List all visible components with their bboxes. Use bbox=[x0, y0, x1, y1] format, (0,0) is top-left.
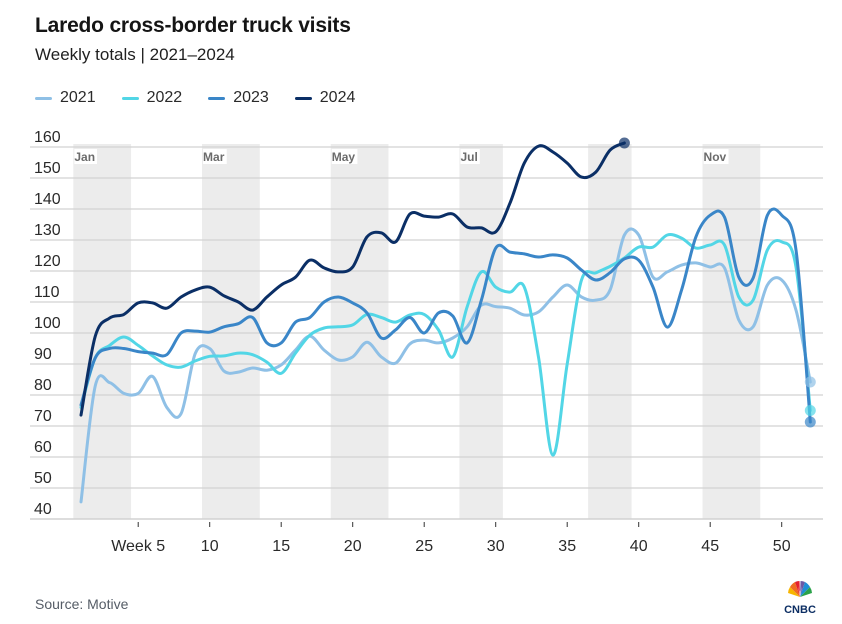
end-marker-2024[interactable] bbox=[618, 137, 630, 149]
month-band bbox=[459, 144, 503, 519]
month-band bbox=[588, 144, 632, 519]
legend-item-2023[interactable]: 2023 bbox=[208, 89, 269, 107]
x-tick-label: 50 bbox=[773, 538, 791, 555]
cnbc-logo: CNBC bbox=[780, 576, 820, 616]
x-tick-label: 35 bbox=[558, 538, 576, 555]
month-label-bg bbox=[331, 149, 358, 164]
x-tick-label: 15 bbox=[272, 538, 290, 555]
legend-swatch-2023 bbox=[208, 96, 226, 100]
month-label: Nov bbox=[704, 150, 727, 164]
series-lines bbox=[79, 141, 812, 504]
legend-label-2024: 2024 bbox=[319, 89, 356, 106]
end-marker-2022[interactable] bbox=[804, 405, 816, 416]
x-tick-label: Week 5 bbox=[111, 538, 165, 555]
cnbc-wordmark: CNBC bbox=[784, 604, 816, 616]
legend-item-2024[interactable]: 2024 bbox=[294, 89, 356, 107]
series-line-2022[interactable] bbox=[79, 233, 812, 457]
x-tick-label: 40 bbox=[630, 538, 648, 555]
month-label-bg bbox=[74, 149, 98, 164]
y-tick-label: 90 bbox=[34, 346, 52, 363]
y-tick-label: 40 bbox=[34, 501, 52, 518]
month-label-bg bbox=[203, 149, 227, 164]
chart-title: Laredo cross-border truck visits bbox=[35, 14, 351, 37]
y-tick-label: 60 bbox=[34, 439, 52, 456]
y-tick-label: 70 bbox=[34, 408, 52, 425]
y-tick-label: 50 bbox=[34, 470, 52, 487]
y-axis: 40 50 60 70 80 90 100 110 120 130 140 150 160 bbox=[34, 129, 61, 518]
x-axis: Week 5 10 15 20 25 30 35 40 45 50 bbox=[111, 522, 791, 555]
month-band bbox=[330, 144, 389, 519]
end-markers bbox=[618, 137, 816, 428]
y-tick-label: 110 bbox=[34, 284, 60, 301]
legend-label-2022: 2022 bbox=[146, 89, 183, 106]
month-label: May bbox=[332, 150, 356, 164]
x-tick-label: 25 bbox=[415, 538, 433, 555]
series-line-2023[interactable] bbox=[79, 207, 812, 424]
x-tick-label: 10 bbox=[201, 538, 219, 555]
month-band bbox=[702, 144, 761, 519]
legend-swatch-2024 bbox=[294, 96, 312, 100]
y-tick-label: 80 bbox=[34, 377, 52, 394]
month-bands: Jan Mar May Jul Nov bbox=[73, 144, 761, 519]
x-tick-label: 30 bbox=[487, 538, 505, 555]
series-line-2021[interactable] bbox=[79, 227, 812, 504]
month-label: Jan bbox=[74, 150, 95, 164]
y-tick-label: 120 bbox=[34, 253, 61, 270]
month-label-bg bbox=[703, 149, 729, 164]
y-tick-label: 130 bbox=[34, 222, 61, 239]
legend-item-2021[interactable]: 2021 bbox=[35, 89, 96, 107]
y-tick-label: 150 bbox=[34, 160, 61, 177]
source-note: Source: Motive bbox=[35, 596, 129, 612]
series-line-2024[interactable] bbox=[79, 141, 626, 417]
x-tick-label: 20 bbox=[344, 538, 362, 555]
legend-swatch-2022 bbox=[121, 96, 139, 100]
x-tick-label: 45 bbox=[701, 538, 719, 555]
y-tick-label: 160 bbox=[34, 129, 61, 146]
peacock-icon: CNBC bbox=[784, 581, 816, 616]
legend-label-2023: 2023 bbox=[233, 89, 269, 106]
month-label: Mar bbox=[203, 150, 225, 164]
end-marker-2021[interactable] bbox=[804, 376, 816, 388]
month-label: Jul bbox=[460, 150, 477, 164]
legend-swatch-2021 bbox=[35, 96, 52, 100]
end-marker-2023[interactable] bbox=[804, 416, 816, 428]
y-tick-label: 140 bbox=[34, 191, 61, 208]
legend: 2021 2022 2023 2024 bbox=[35, 89, 381, 107]
month-label-bg bbox=[460, 149, 480, 164]
gridlines bbox=[30, 146, 823, 520]
month-band bbox=[73, 144, 132, 519]
y-tick-label: 100 bbox=[34, 315, 61, 332]
chart-subtitle: Weekly totals | 2021–2024 bbox=[35, 45, 235, 64]
legend-label-2021: 2021 bbox=[60, 89, 96, 106]
legend-item-2022[interactable]: 2022 bbox=[121, 89, 183, 107]
